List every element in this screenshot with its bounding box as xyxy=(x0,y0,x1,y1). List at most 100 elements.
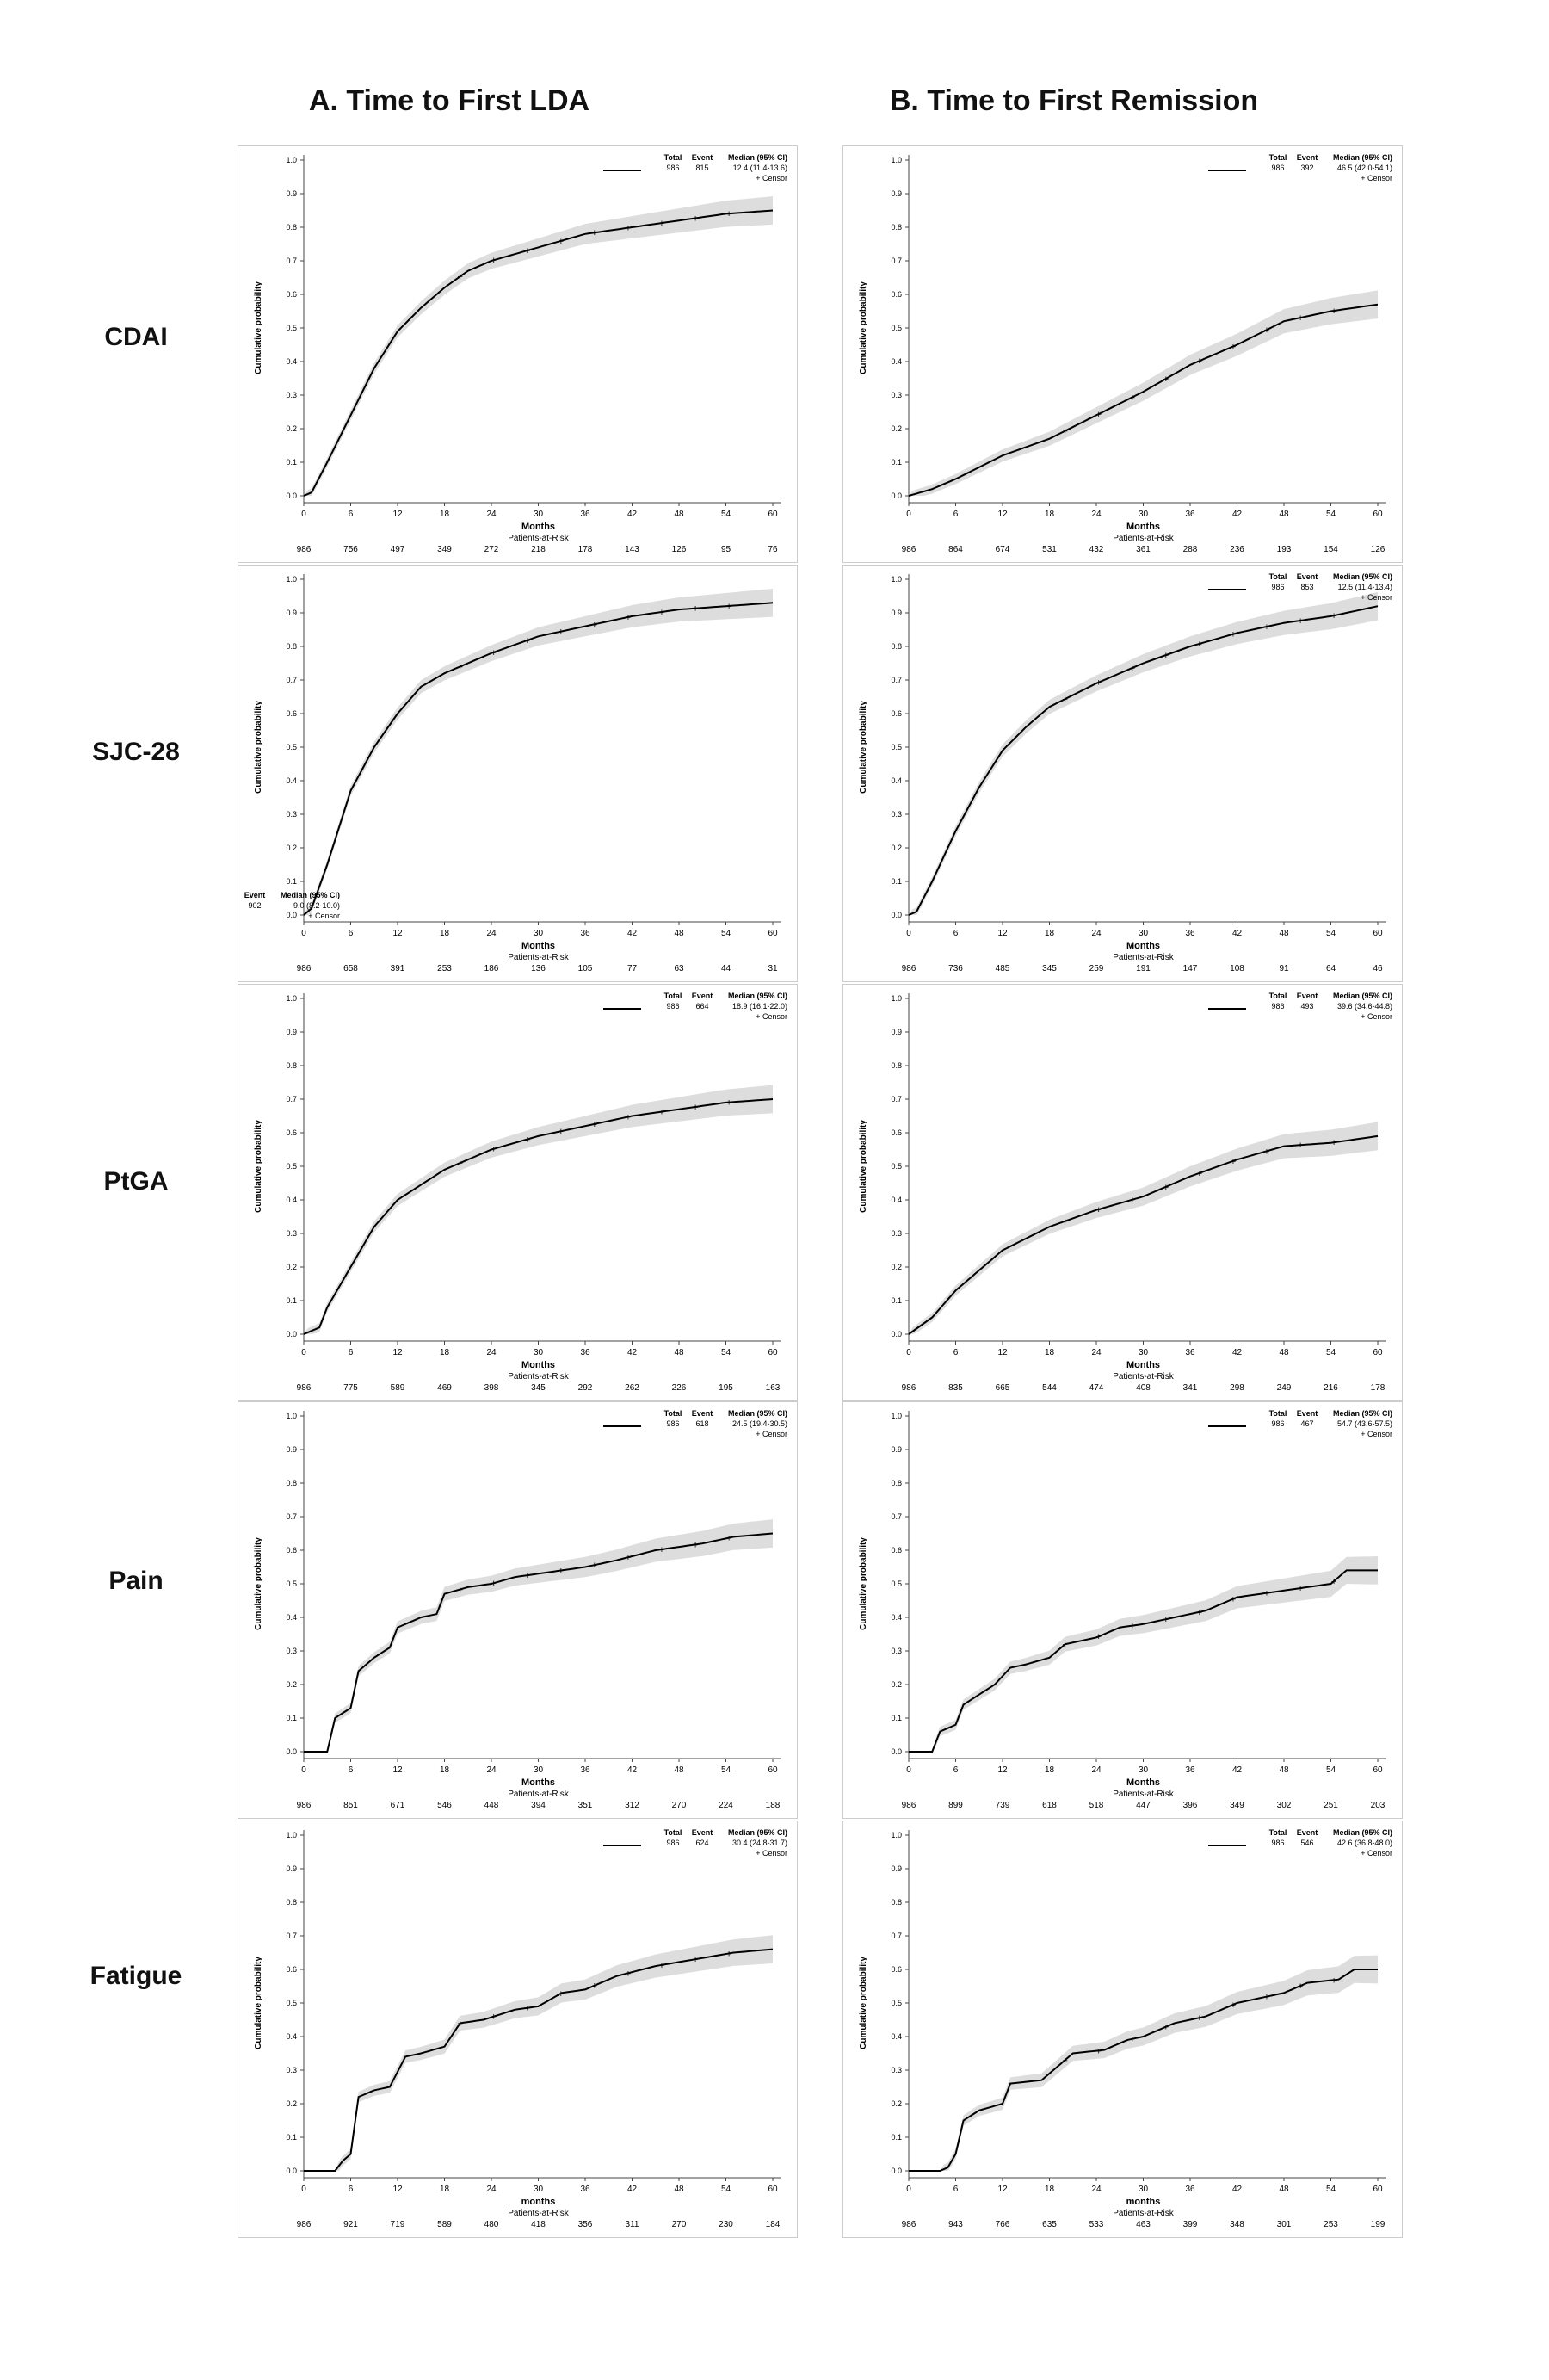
y-tick-label: 0.0 xyxy=(891,1330,902,1338)
risk-count: 739 xyxy=(996,1801,1010,1810)
y-tick-label: 0.0 xyxy=(286,1747,297,1756)
risk-count: 188 xyxy=(766,1801,781,1810)
risk-count: 236 xyxy=(1230,545,1244,554)
x-tick-label: 48 xyxy=(674,929,684,938)
x-tick-label: 48 xyxy=(1279,929,1289,938)
risk-count: 986 xyxy=(297,1383,312,1393)
censor-mark: + xyxy=(726,1534,731,1544)
y-tick-label: 0.4 xyxy=(891,2032,902,2041)
y-tick-label: 0.0 xyxy=(286,491,297,500)
legend-event: 546 xyxy=(1300,1839,1313,1847)
column-header-a: A. Time to First LDA xyxy=(308,84,590,117)
x-tick-label: 0 xyxy=(906,510,911,519)
risk-count: 398 xyxy=(484,1383,499,1393)
risk-count: 474 xyxy=(1089,1383,1104,1393)
risk-count: 270 xyxy=(672,1801,687,1810)
risk-count: 396 xyxy=(1183,1801,1198,1810)
censor-mark: + xyxy=(626,1969,631,1979)
row-label-sjc28: SJC-28 xyxy=(92,738,180,766)
risk-count: 986 xyxy=(902,1383,916,1393)
risk-table-label: Patients-at-Risk xyxy=(508,2209,570,2218)
censor-mark: + xyxy=(626,224,631,234)
y-tick-label: 0.2 xyxy=(891,844,902,852)
x-tick-label: 54 xyxy=(1326,1765,1336,1775)
censor-mark: + xyxy=(1264,622,1269,633)
x-tick-label: 48 xyxy=(1279,510,1289,519)
x-tick-label: 54 xyxy=(721,2185,731,2194)
risk-count: 480 xyxy=(484,2220,499,2229)
y-axis-label: Cumulative probability xyxy=(254,1120,263,1213)
risk-table-label: Patients-at-Risk xyxy=(508,534,570,543)
legend-header-median: Median (95% CI) xyxy=(1333,1828,1392,1837)
censor-mark: + xyxy=(659,219,664,229)
x-tick-label: 54 xyxy=(721,1348,731,1357)
y-tick-label: 0.2 xyxy=(891,2099,902,2108)
y-tick-label: 0.3 xyxy=(286,1647,297,1655)
risk-table-label: Patients-at-Risk xyxy=(1113,534,1175,543)
risk-table-label: Patients-at-Risk xyxy=(508,1372,570,1382)
y-tick-label: 0.6 xyxy=(891,709,902,718)
x-tick-label: 12 xyxy=(392,1765,403,1775)
y-tick-label: 0.6 xyxy=(286,709,297,718)
km-plot-sjc28-a: 0.0 0.1 0.2 0.3 0.4 0.5 0.6 0.7 0.8 0.9 1.0 0 986 6 65… xyxy=(156,565,798,982)
censor-mark: + xyxy=(1331,306,1336,317)
x-tick-label: 6 xyxy=(953,1765,959,1775)
risk-count: 533 xyxy=(1089,2220,1104,2229)
risk-count: 589 xyxy=(391,1383,405,1393)
risk-count: 921 xyxy=(343,2220,358,2229)
x-tick-label: 18 xyxy=(1045,1765,1055,1775)
risk-count: 199 xyxy=(1371,2220,1385,2229)
risk-count: 986 xyxy=(297,1801,312,1810)
legend-header-total: Total xyxy=(664,153,682,162)
y-tick-label: 1.0 xyxy=(286,156,297,164)
censor-mark: + xyxy=(726,602,731,612)
legend-header-median: Median (95% CI) xyxy=(1333,992,1392,1000)
censor-mark: + xyxy=(491,256,497,266)
risk-count: 249 xyxy=(1277,1383,1292,1393)
y-tick-label: 0.1 xyxy=(286,458,297,467)
y-tick-label: 0.4 xyxy=(891,1196,902,1204)
x-tick-label: 24 xyxy=(1091,1765,1102,1775)
x-tick-label: 42 xyxy=(1232,510,1243,519)
y-tick-label: 0.7 xyxy=(286,676,297,684)
censor-mark: + xyxy=(693,1103,698,1113)
censor-mark: + xyxy=(693,1540,698,1550)
censor-mark: + xyxy=(1096,410,1102,420)
survival-curve xyxy=(908,303,1379,497)
censor-mark: + xyxy=(525,1135,530,1146)
row-label-fatigue: Fatigue xyxy=(89,1962,182,1990)
risk-count: 399 xyxy=(1183,2220,1198,2229)
legend: Total Event Median (95% CI) 986 618 24.5 (19.… xyxy=(603,1409,787,1438)
y-tick-label: 0.3 xyxy=(891,2066,902,2074)
y-tick-label: 0.8 xyxy=(891,1061,902,1070)
risk-count: 302 xyxy=(1277,1801,1292,1810)
legend-header-event: Event xyxy=(692,1409,713,1418)
risk-count: 46 xyxy=(1373,964,1383,974)
risk-count: 31 xyxy=(768,964,778,974)
legend-header-median: Median (95% CI) xyxy=(728,1409,787,1418)
censor-mark: + xyxy=(491,1145,497,1155)
censor-mark: + xyxy=(1298,1141,1303,1151)
risk-count: 986 xyxy=(902,545,916,554)
x-axis-label: Months xyxy=(521,1360,555,1370)
x-tick-label: 60 xyxy=(1373,510,1383,519)
censor-mark: + xyxy=(1163,651,1169,661)
legend-header-total: Total xyxy=(1269,1828,1287,1837)
risk-count: 618 xyxy=(1042,1801,1057,1810)
censor-mark: + xyxy=(525,2004,530,2014)
legend-header-total: Total xyxy=(1269,153,1287,162)
risk-count: 345 xyxy=(1042,964,1057,974)
y-tick-label: 0.2 xyxy=(286,1680,297,1689)
risk-count: 448 xyxy=(484,1801,499,1810)
legend-median: 39.6 (34.6-44.8) xyxy=(1337,1002,1392,1011)
risk-count: 756 xyxy=(343,545,358,554)
x-tick-label: 12 xyxy=(997,2185,1008,2194)
y-tick-label: 1.0 xyxy=(286,1412,297,1420)
y-tick-label: 0.7 xyxy=(891,1095,902,1103)
censor-mark: + xyxy=(659,608,664,618)
x-tick-label: 60 xyxy=(1373,2185,1383,2194)
censor-mark: + xyxy=(1298,1584,1303,1594)
x-tick-label: 42 xyxy=(627,1765,638,1775)
x-tick-label: 6 xyxy=(349,929,354,938)
x-tick-label: 30 xyxy=(1139,510,1149,519)
